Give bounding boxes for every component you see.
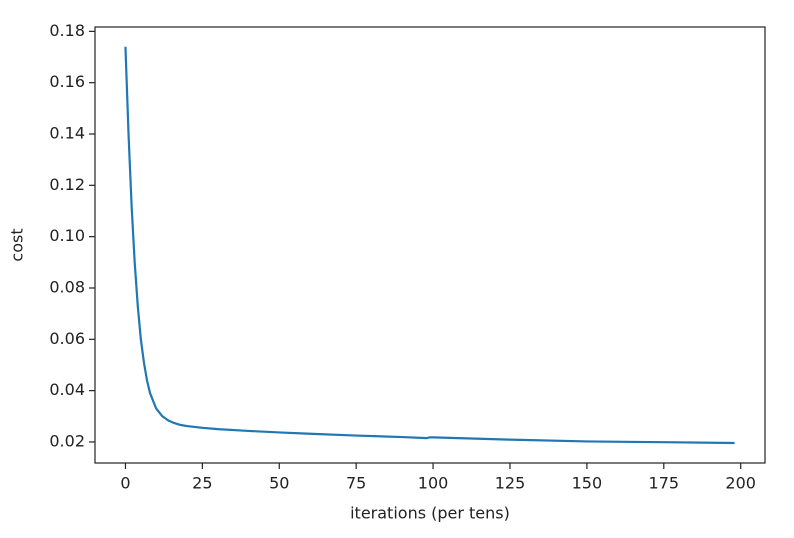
y-tick-label: 0.12: [49, 175, 85, 194]
x-tick-label: 175: [649, 474, 680, 493]
y-tick-label: 0.08: [49, 277, 85, 296]
y-tick-label: 0.06: [49, 329, 85, 348]
x-tick-label: 0: [120, 474, 130, 493]
y-tick-label: 0.04: [49, 380, 85, 399]
line: [124, 46, 735, 445]
y-tick-label: 0.10: [49, 226, 85, 245]
x-tick-label: 75: [346, 474, 366, 493]
y-tick-label: 0.18: [49, 21, 85, 40]
y-tick-label: 0.14: [49, 124, 85, 143]
plot-frame: [94, 26, 766, 464]
y-axis-label: cost: [8, 228, 27, 261]
x-tick-label: 150: [572, 474, 603, 493]
x-tick-label: 125: [495, 474, 526, 493]
x-tick-label: 200: [725, 474, 756, 493]
x-tick-label: 100: [418, 474, 449, 493]
y-tick-label: 0.02: [49, 431, 85, 450]
x-tick-label: 25: [192, 474, 212, 493]
x-axis-label: iterations (per tens): [350, 504, 510, 523]
y-tick-label: 0.16: [49, 72, 85, 91]
x-tick-label: 50: [269, 474, 289, 493]
